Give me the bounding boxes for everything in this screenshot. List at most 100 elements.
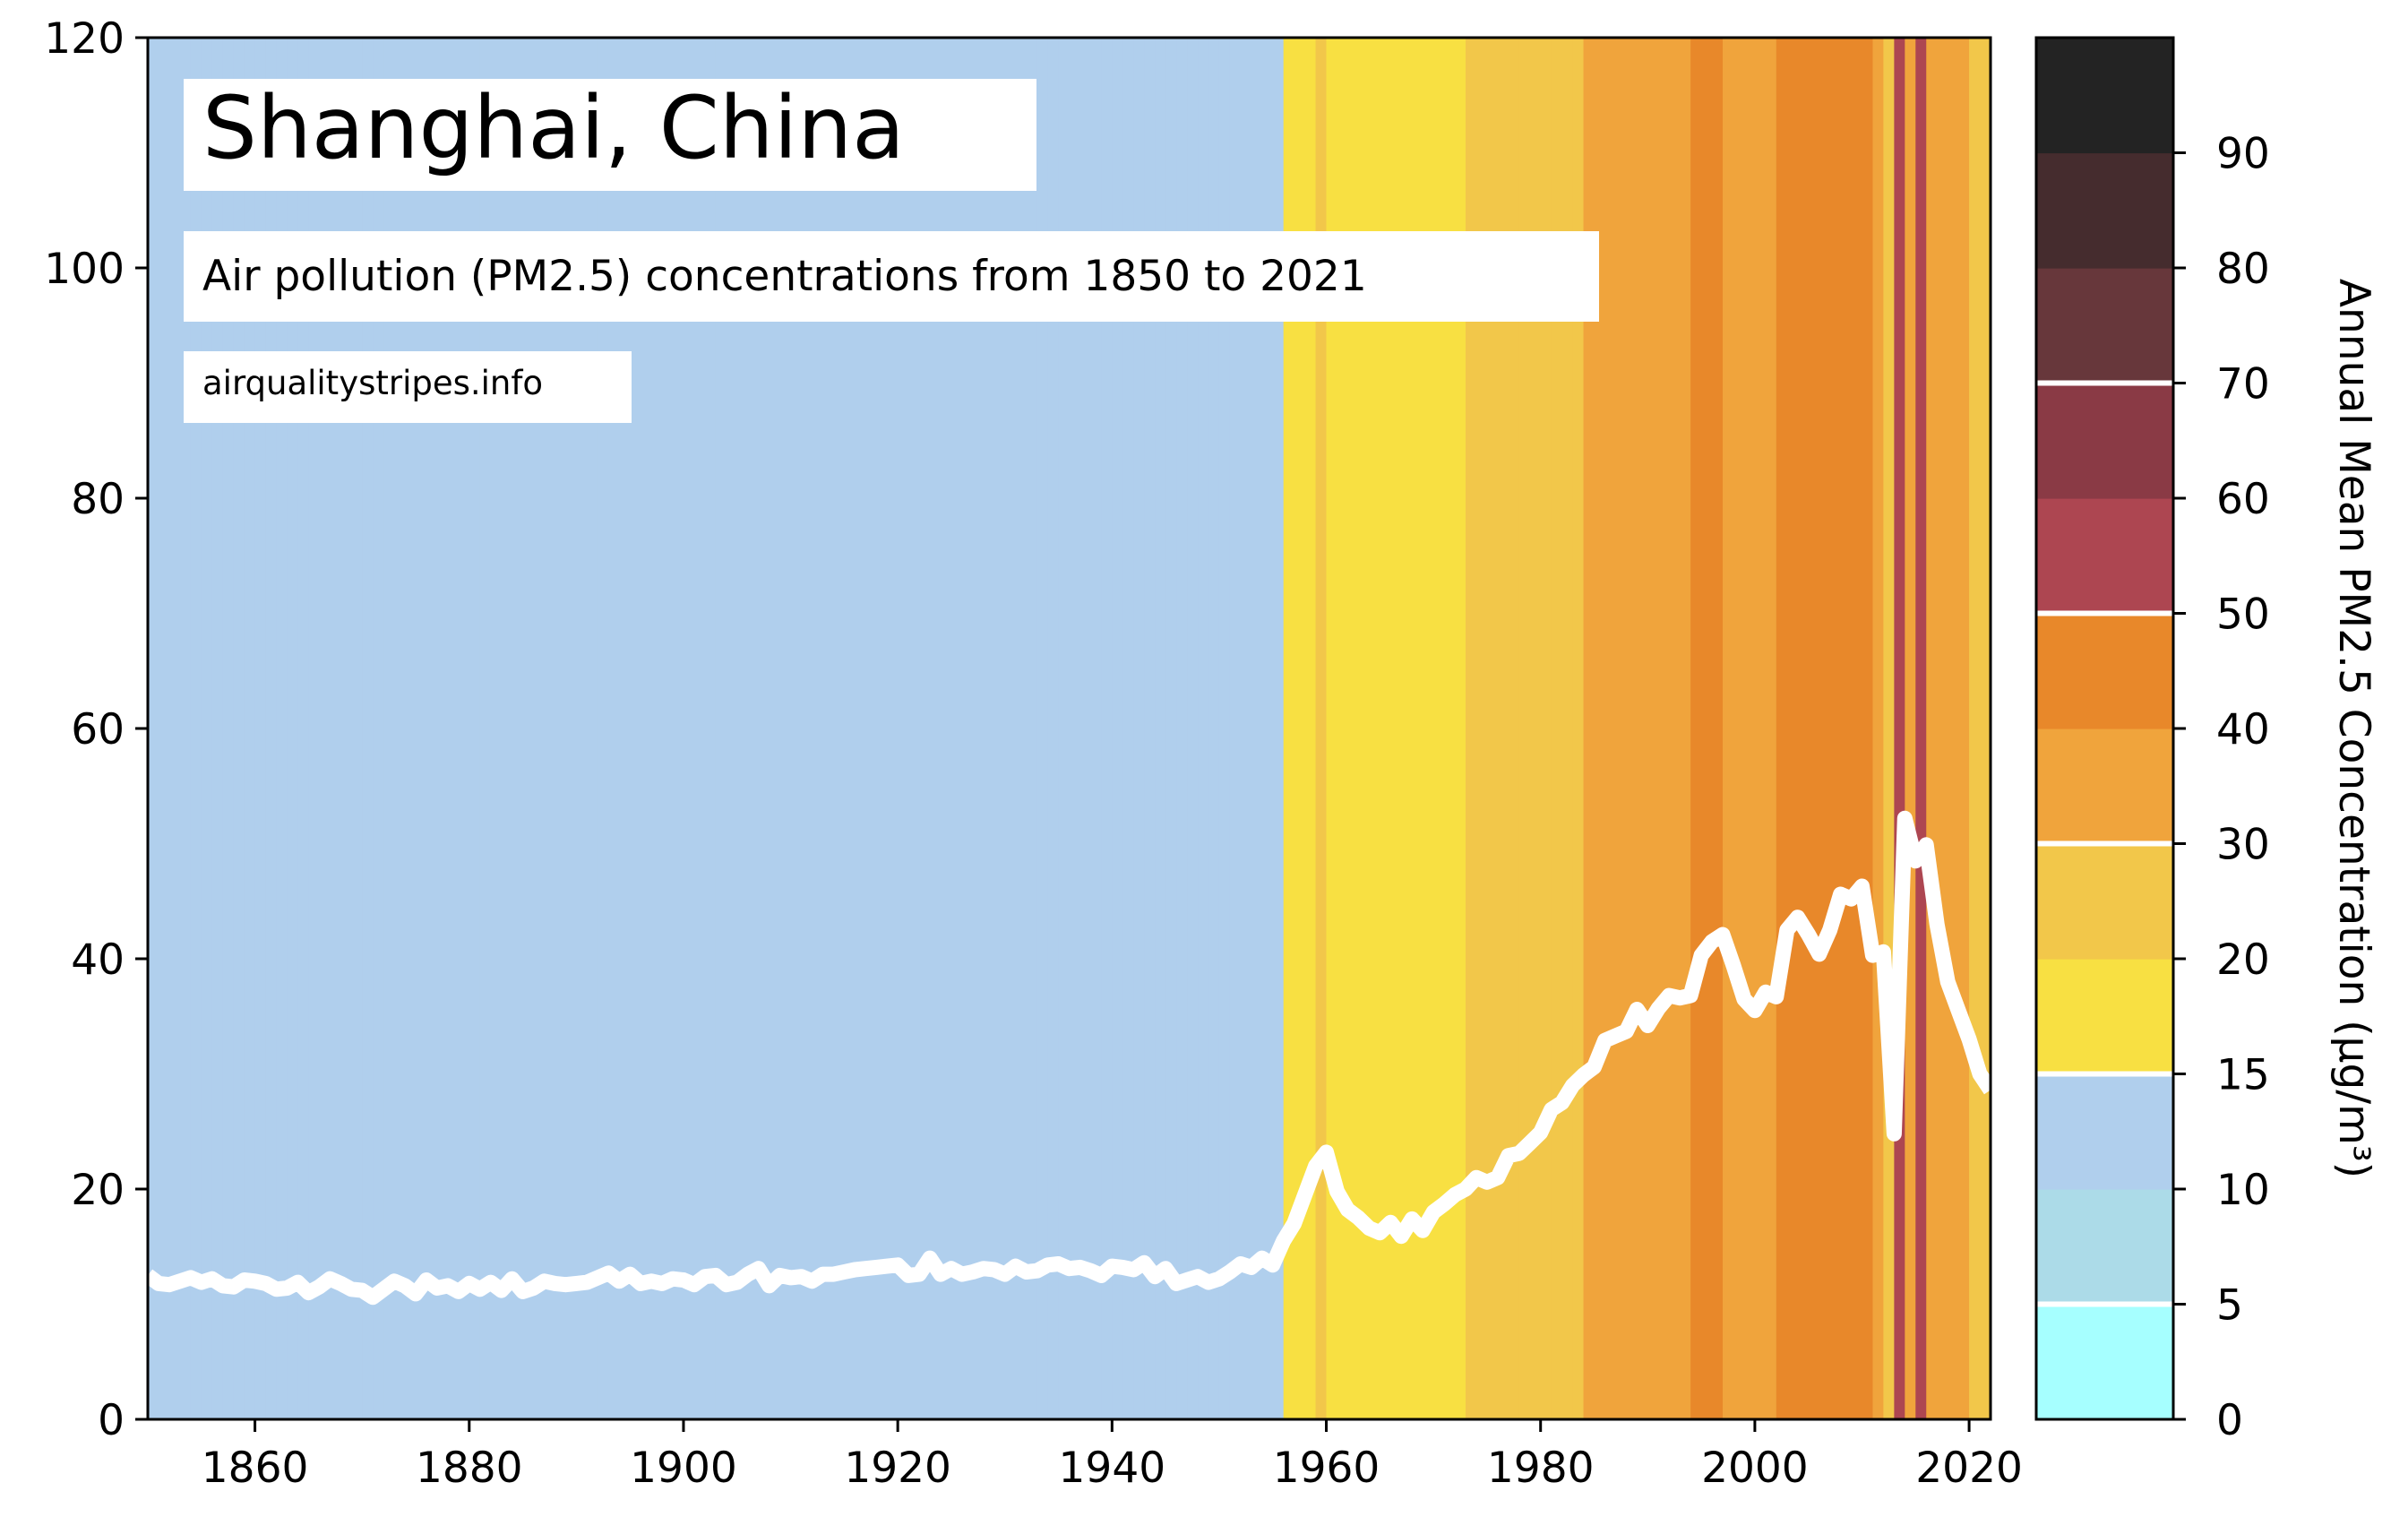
colorbar-tick-label: 70 xyxy=(2216,360,2270,409)
year-stripe xyxy=(1658,38,1670,1419)
year-stripe xyxy=(1712,38,1724,1419)
year-stripe xyxy=(1047,38,1060,1419)
year-stripe xyxy=(844,38,856,1419)
year-stripe xyxy=(1786,38,1799,1419)
year-stripe xyxy=(1508,38,1520,1419)
year-stripe xyxy=(1862,38,1874,1419)
year-stripe xyxy=(1423,38,1434,1419)
year-stripe xyxy=(1187,38,1199,1419)
year-stripe xyxy=(1883,38,1895,1419)
year-stripe xyxy=(715,38,727,1419)
year-stripe xyxy=(1561,38,1574,1419)
colorbar-bin xyxy=(2036,1189,2173,1306)
year-stripe xyxy=(993,38,1006,1419)
year-stripe xyxy=(865,38,877,1419)
year-stripe xyxy=(930,38,942,1419)
colorbar-bin xyxy=(2036,498,2173,615)
colorbar-tick-label: 80 xyxy=(2216,245,2270,294)
year-stripe xyxy=(1669,38,1681,1419)
year-stripe xyxy=(769,38,781,1419)
year-stripe xyxy=(1294,38,1306,1419)
year-stripe xyxy=(1401,38,1413,1419)
year-stripe xyxy=(1497,38,1509,1419)
year-stripe xyxy=(1155,38,1166,1419)
year-stripe xyxy=(1347,38,1360,1419)
colorbar-tick-label: 0 xyxy=(2216,1396,2243,1445)
colorbar-tick-label: 30 xyxy=(2216,821,2270,870)
y-tick-label: 40 xyxy=(71,935,125,985)
year-stripe xyxy=(1251,38,1263,1419)
year-stripe xyxy=(1475,38,1488,1419)
year-stripe xyxy=(1272,38,1285,1419)
year-stripe xyxy=(673,38,684,1419)
colorbar-tick-label: 5 xyxy=(2216,1281,2243,1331)
year-stripe xyxy=(1455,38,1466,1419)
colorbar-tick-label: 15 xyxy=(2216,1051,2270,1100)
colorbar-bin xyxy=(2036,152,2173,269)
colorbar-bin xyxy=(2036,383,2173,499)
year-stripe xyxy=(972,38,985,1419)
colorbar-tick-label: 10 xyxy=(2216,1166,2270,1215)
year-stripe xyxy=(1465,38,1477,1419)
y-tick-label: 60 xyxy=(71,705,125,754)
year-stripe xyxy=(1069,38,1081,1419)
year-stripe xyxy=(1680,38,1691,1419)
year-stripe xyxy=(1444,38,1456,1419)
year-stripe xyxy=(1261,38,1274,1419)
year-stripe xyxy=(1326,38,1338,1419)
year-stripe xyxy=(1026,38,1038,1419)
colorbar-tick-label: 50 xyxy=(2216,590,2270,640)
year-stripe xyxy=(833,38,845,1419)
year-stripe xyxy=(1948,38,1959,1419)
year-stripe xyxy=(168,38,181,1419)
year-stripe xyxy=(790,38,803,1419)
year-stripe xyxy=(919,38,931,1419)
year-stripe xyxy=(1112,38,1123,1419)
chart-title: Shanghai, China xyxy=(202,78,905,178)
year-stripe xyxy=(1829,38,1842,1419)
chart-subtitle: Air pollution (PM2.5) concentrations fro… xyxy=(202,252,1367,301)
year-stripe xyxy=(1176,38,1188,1419)
year-stripe xyxy=(1926,38,1938,1419)
year-stripe xyxy=(1015,38,1028,1419)
year-stripe xyxy=(630,38,641,1419)
year-stripe xyxy=(1101,38,1113,1419)
year-stripe xyxy=(1604,38,1617,1419)
colorbar-label: Annual Mean PM2.5 Concentration (µg/m³) xyxy=(2329,279,2378,1178)
subtitle-box: Air pollution (PM2.5) concentrations fro… xyxy=(184,231,1599,322)
year-stripe xyxy=(1079,38,1092,1419)
year-stripe xyxy=(662,38,674,1419)
source-box: airqualitystripes.info xyxy=(184,351,632,423)
y-tick-label: 100 xyxy=(44,245,125,294)
x-tick-label: 2000 xyxy=(1701,1444,1809,1493)
year-stripe xyxy=(683,38,695,1419)
year-stripe xyxy=(1958,38,1970,1419)
colorbar xyxy=(2036,38,2173,1420)
colorbar-tick-label: 40 xyxy=(2216,705,2270,754)
year-stripe xyxy=(704,38,717,1419)
colorbar-bin xyxy=(2036,38,2173,154)
colorbar-bin xyxy=(2036,1304,2173,1420)
year-stripe xyxy=(779,38,792,1419)
year-stripe xyxy=(1315,38,1328,1419)
year-stripe xyxy=(1165,38,1177,1419)
plot-frame xyxy=(146,36,1992,1421)
year-stripe xyxy=(1122,38,1134,1419)
year-stripe xyxy=(148,38,159,1419)
year-stripe xyxy=(1390,38,1402,1419)
year-stripe xyxy=(736,38,749,1419)
colorbar-tick-label: 90 xyxy=(2216,130,2270,179)
year-stripe xyxy=(1218,38,1231,1419)
year-stripe xyxy=(855,38,866,1419)
year-stripe xyxy=(1615,38,1627,1419)
year-stripe xyxy=(158,38,170,1419)
y-axis: 0 20 40 60 80 100 120 xyxy=(44,14,148,1445)
year-stripe xyxy=(898,38,909,1419)
year-stripe xyxy=(1283,38,1295,1419)
x-tick-label: 1960 xyxy=(1273,1444,1380,1493)
year-stripe xyxy=(1626,38,1638,1419)
year-stripe xyxy=(801,38,813,1419)
year-stripe xyxy=(1529,38,1542,1419)
year-stripe xyxy=(876,38,888,1419)
year-stripe xyxy=(1819,38,1831,1419)
